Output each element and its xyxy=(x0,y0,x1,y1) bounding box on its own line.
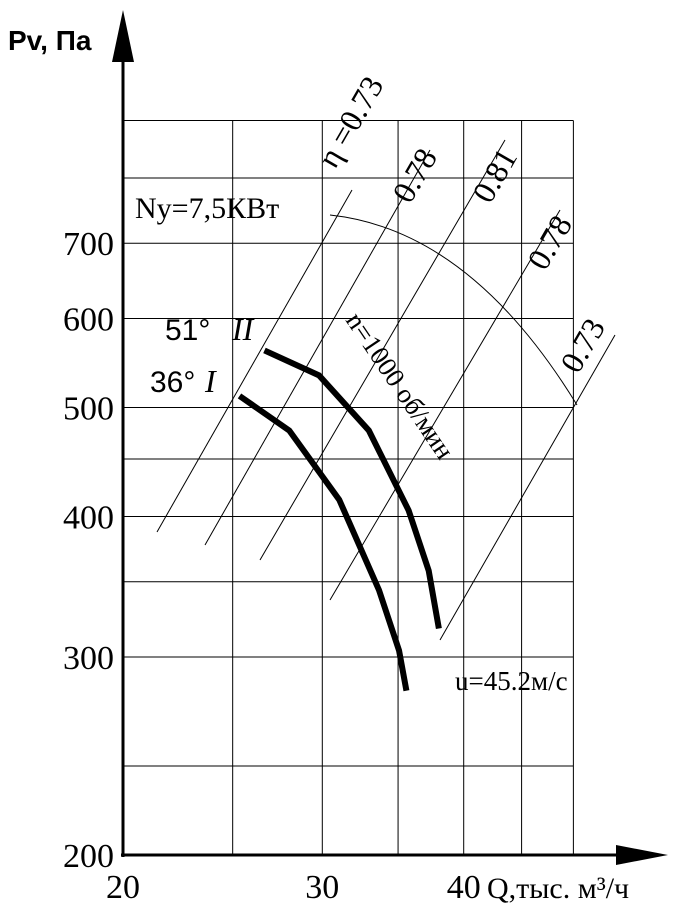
series-line xyxy=(263,347,442,630)
power-curve xyxy=(329,214,578,406)
power-label: Ny=7,5КВт xyxy=(135,192,279,225)
efficiency-lines xyxy=(156,139,616,641)
y-axis-title: Pv, Па xyxy=(8,25,92,56)
efficiency-label: 0.81 xyxy=(465,142,524,208)
speed-label: n=1000 об/мин xyxy=(340,307,460,465)
x-tick-label: 20 xyxy=(106,869,140,906)
series-angle: 36° xyxy=(150,366,195,399)
velocity-label: u=45.2м/с xyxy=(455,666,568,696)
axes xyxy=(112,10,668,865)
series-name: II xyxy=(231,311,255,347)
y-tick-label: 400 xyxy=(63,499,114,536)
x-tick-label: 40 xyxy=(447,869,481,906)
efficiency-label: 0.73 xyxy=(553,312,612,378)
y-tick-label: 500 xyxy=(63,391,114,428)
x-tick-label: 30 xyxy=(305,869,339,906)
series-line xyxy=(237,393,410,692)
efficiency-label: 0.78 xyxy=(520,209,579,275)
efficiency-label: 0.78 xyxy=(385,142,444,208)
x-axis-title: Q,тыс. м³/ч xyxy=(487,872,629,905)
y-tick-label: 200 xyxy=(63,838,114,875)
series-angle: 51° xyxy=(165,314,210,347)
y-tick-label: 700 xyxy=(63,226,114,263)
y-tick-label: 600 xyxy=(63,301,114,338)
series-name: I xyxy=(204,363,217,399)
y-tick-label: 300 xyxy=(63,640,114,677)
